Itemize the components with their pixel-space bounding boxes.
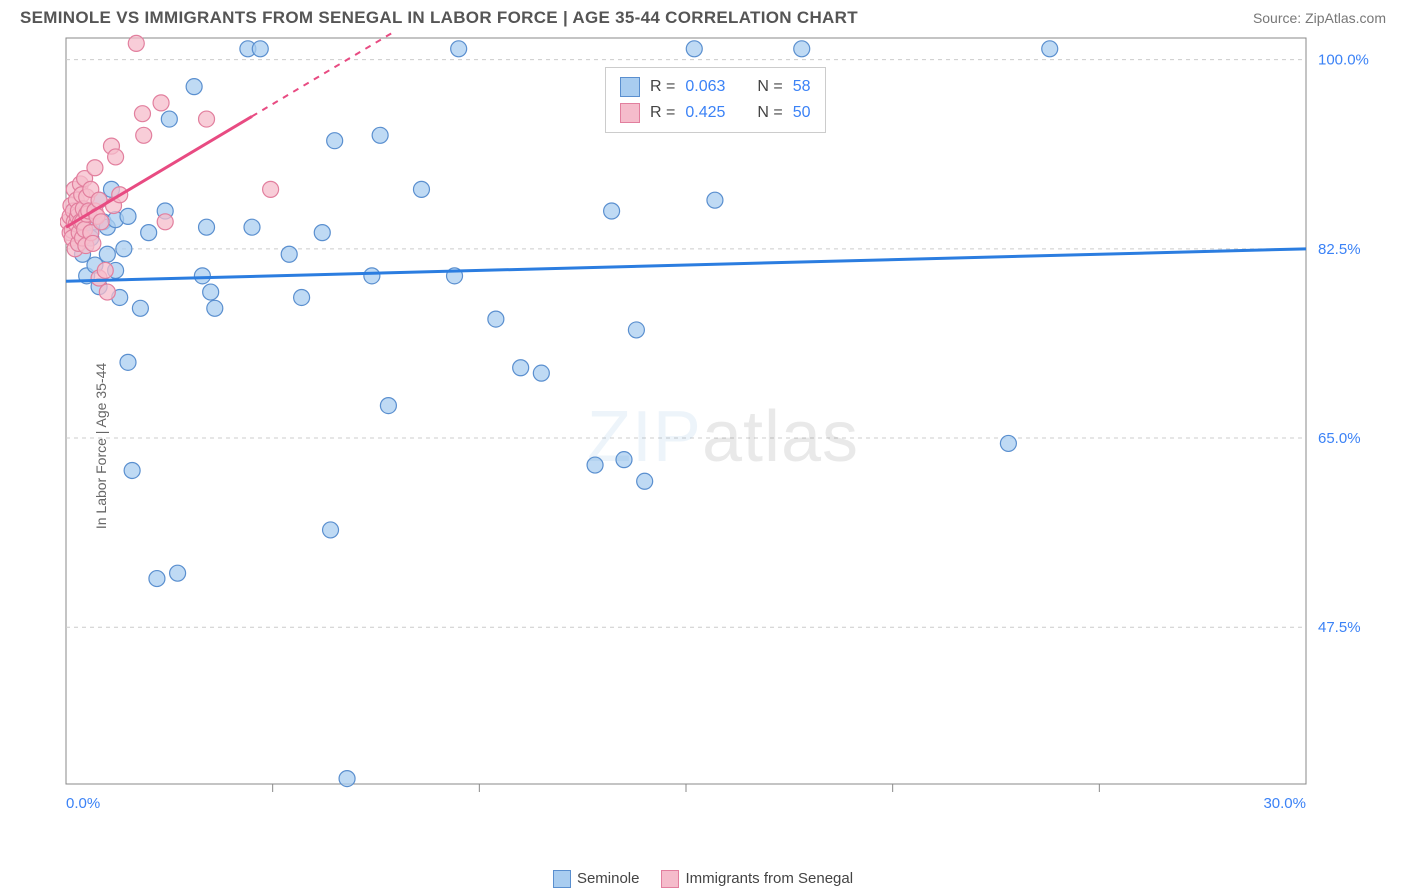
- stat-row: R = 0.063 N = 58: [620, 74, 811, 100]
- data-point: [413, 181, 429, 197]
- data-point: [153, 95, 169, 111]
- stat-n-label: N =: [757, 100, 782, 126]
- y-tick-label: 65.0%: [1318, 430, 1361, 447]
- stat-r-value: 0.063: [685, 74, 725, 100]
- data-point: [323, 522, 339, 538]
- legend-swatch: [553, 870, 571, 888]
- data-point: [587, 457, 603, 473]
- legend-label: Seminole: [577, 870, 640, 887]
- y-tick-label: 47.5%: [1318, 619, 1361, 636]
- source-credit: Source: ZipAtlas.com: [1253, 10, 1386, 26]
- stat-r-label: R =: [650, 74, 675, 100]
- y-tick-label: 100.0%: [1318, 52, 1369, 69]
- legend-item: Immigrants from Senegal: [661, 870, 853, 888]
- stat-row: R = 0.425 N = 50: [620, 100, 811, 126]
- stat-n-value: 58: [793, 74, 811, 100]
- data-point: [327, 133, 343, 149]
- data-point: [281, 246, 297, 262]
- data-point: [128, 35, 144, 51]
- x-tick-label: 30.0%: [1263, 795, 1306, 812]
- data-point: [199, 219, 215, 235]
- data-point: [85, 235, 101, 251]
- data-point: [170, 565, 186, 581]
- correlation-stat-box: R = 0.063 N = 58 R = 0.425 N = 50: [605, 67, 826, 133]
- y-tick-label: 82.5%: [1318, 241, 1361, 258]
- data-point: [203, 284, 219, 300]
- data-point: [136, 127, 152, 143]
- legend-item: Seminole: [553, 870, 640, 888]
- data-point: [380, 398, 396, 414]
- data-point: [686, 41, 702, 57]
- series-swatch: [620, 77, 640, 97]
- data-point: [604, 203, 620, 219]
- scatter-plot: 47.5% 65.0% 82.5% 100.0% 0.0% 30.0%: [60, 32, 1386, 842]
- data-point: [99, 246, 115, 262]
- data-point: [451, 41, 467, 57]
- stat-n-label: N =: [757, 74, 782, 100]
- data-point: [108, 149, 124, 165]
- data-point: [263, 181, 279, 197]
- data-point: [488, 311, 504, 327]
- data-point: [628, 322, 644, 338]
- data-point: [157, 214, 173, 230]
- trend-line-dashed: [252, 32, 438, 116]
- chart-area: 47.5%65.0%82.5%100.0%0.0%30.0% ZIPatlas …: [60, 32, 1386, 842]
- data-point: [1000, 435, 1016, 451]
- trend-line: [66, 249, 1306, 281]
- legend-label: Immigrants from Senegal: [685, 870, 853, 887]
- data-point: [707, 192, 723, 208]
- data-point: [244, 219, 260, 235]
- data-point: [116, 241, 132, 257]
- series-swatch: [620, 103, 640, 123]
- data-point: [794, 41, 810, 57]
- stat-r-value: 0.425: [685, 100, 725, 126]
- data-point: [252, 41, 268, 57]
- data-point: [513, 360, 529, 376]
- data-point: [294, 289, 310, 305]
- data-point: [616, 452, 632, 468]
- stat-n-value: 50: [793, 100, 811, 126]
- data-point: [87, 160, 103, 176]
- data-point: [93, 214, 109, 230]
- data-point: [637, 473, 653, 489]
- data-point: [161, 111, 177, 127]
- x-tick-label: 0.0%: [66, 795, 100, 812]
- data-point: [364, 268, 380, 284]
- data-point: [124, 462, 140, 478]
- data-point: [339, 771, 355, 787]
- page-title: SEMINOLE VS IMMIGRANTS FROM SENEGAL IN L…: [20, 8, 858, 28]
- data-point: [314, 225, 330, 241]
- data-point: [132, 300, 148, 316]
- data-point: [99, 284, 115, 300]
- data-point: [372, 127, 388, 143]
- data-point: [134, 106, 150, 122]
- data-point: [186, 79, 202, 95]
- stat-r-label: R =: [650, 100, 675, 126]
- data-point: [194, 268, 210, 284]
- data-point: [141, 225, 157, 241]
- data-point: [1042, 41, 1058, 57]
- data-point: [207, 300, 223, 316]
- data-point: [120, 354, 136, 370]
- data-point: [149, 571, 165, 587]
- series-legend: Seminole Immigrants from Senegal: [0, 870, 1406, 888]
- data-point: [97, 262, 113, 278]
- legend-swatch: [661, 870, 679, 888]
- data-point: [533, 365, 549, 381]
- data-point: [120, 208, 136, 224]
- data-point: [199, 111, 215, 127]
